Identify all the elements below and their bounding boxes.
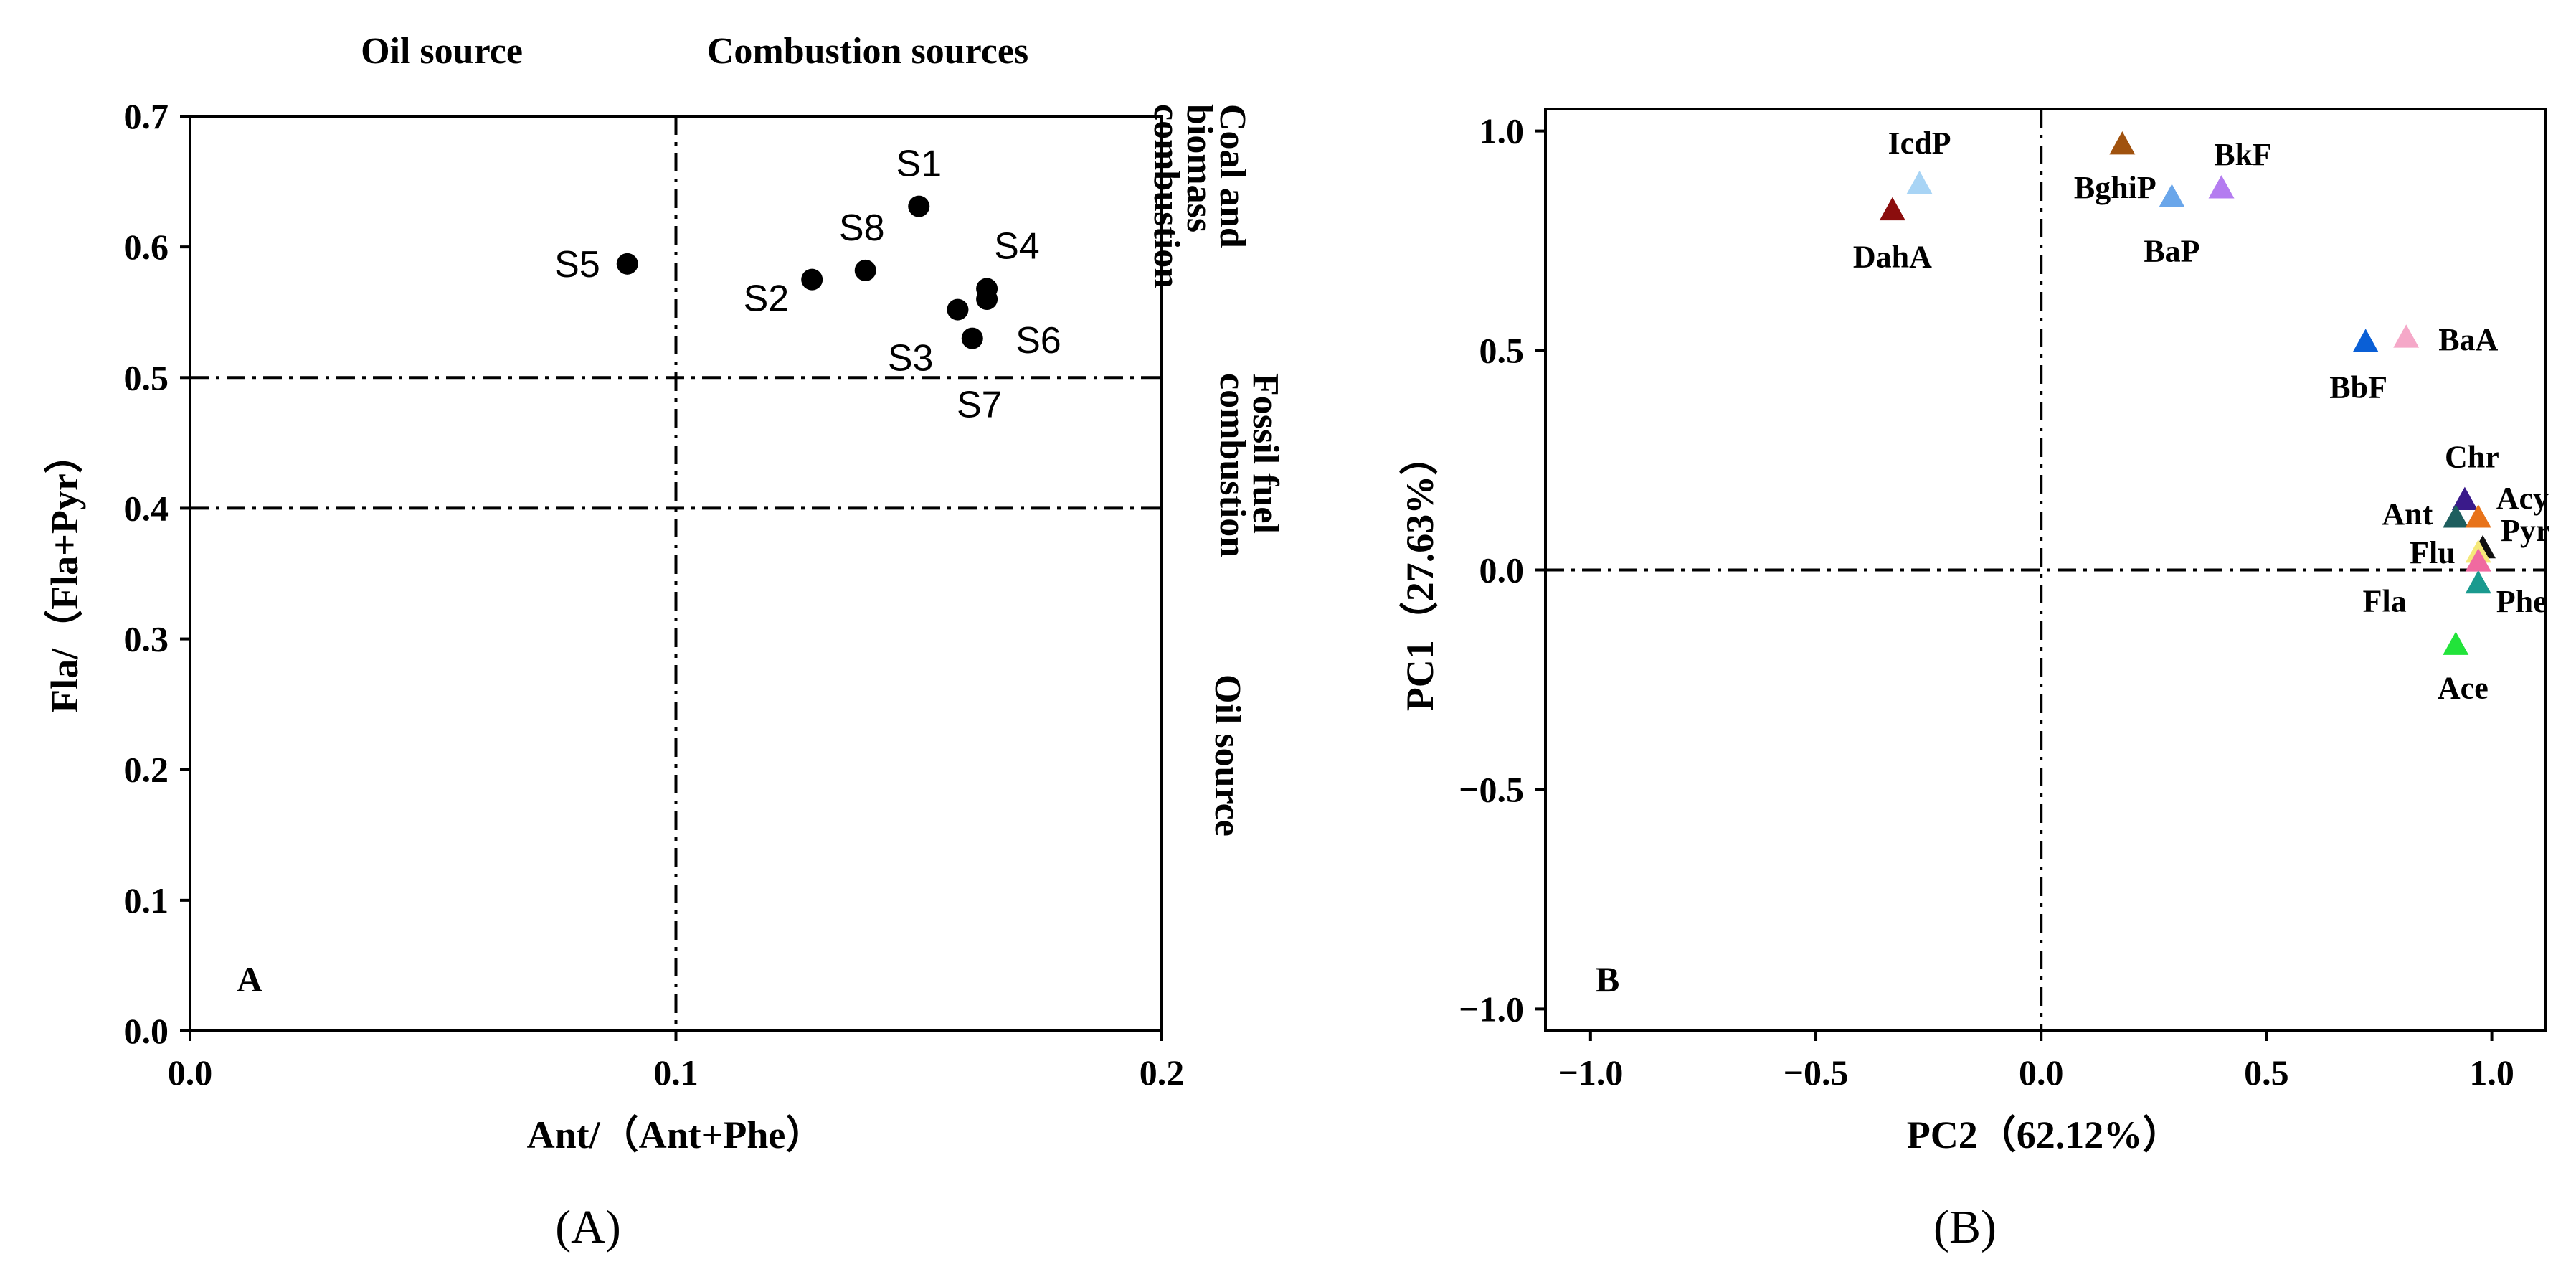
panel-b-point-label: BaA [2438, 322, 2498, 357]
panel-b-x-axis-label: PC2（62.12%） [1907, 1113, 2181, 1156]
panel-b-y-tick-label: 0.0 [1479, 550, 1525, 590]
panel-b-point-icdp [1906, 171, 1933, 194]
panel-b-y-tick-label: 1.0 [1479, 111, 1525, 151]
panel-a-point-s5 [616, 253, 638, 275]
panel-b-y-tick-label: −0.5 [1459, 769, 1524, 809]
panel-b-point-label: BkF [2214, 137, 2272, 172]
panel-b-point-label: BghiP [2074, 170, 2156, 205]
caption-b: (B) [1933, 1201, 1997, 1253]
panel-b-point-label: Phe [2496, 584, 2547, 619]
panel-b-point-baa [2393, 324, 2420, 348]
panel-b-point-label: Acy [2496, 481, 2549, 516]
panel-b-x-tick-label: 0.0 [2019, 1052, 2064, 1093]
panel-b-y-tick-label: 0.5 [1479, 331, 1525, 371]
panel-b-point-phe [2465, 570, 2491, 594]
panel-b-point-label: Ant [2382, 496, 2433, 532]
panel-a-y-tick-label: 0.4 [124, 488, 169, 528]
panel-b-y-axis-label: PC1（27.63%） [1398, 437, 1441, 711]
right-label-fossil-fuel: Fossil fuel combustion [1212, 373, 1286, 557]
panel-a-x-axis-label: Ant/（Ant+Phe） [527, 1113, 825, 1156]
panel-b-point-label: Fla [2363, 583, 2407, 618]
panel-a-y-tick-label: 0.7 [124, 96, 169, 136]
panel-a-points: S1 S2 S3 S4 S5 S6 S7 S8 [554, 143, 1061, 426]
panel-b-point-bap [2159, 184, 2185, 207]
panel-b-chart: −1.0 −0.5 0.0 0.5 1.0 −1.0 −0.5 0.0 0.5 1.0 IcdP D… [1398, 108, 2550, 1156]
panel-b-reference-lines [1545, 109, 2546, 1031]
panel-b-point-label: Pyr [2501, 513, 2549, 548]
panel-a-point-label: S1 [896, 143, 942, 185]
panel-b-point-chr [2451, 486, 2478, 510]
panel-b-label: B [1596, 959, 1619, 999]
panel-a-x-tick-label: 0.1 [653, 1052, 699, 1093]
panel-b-point-label: BbF [2329, 369, 2387, 405]
panel-a-reference-lines [190, 116, 1162, 1031]
panel-b-x-tick-label: 1.0 [2469, 1052, 2514, 1093]
panel-b-point-daha [1879, 197, 1905, 221]
panel-b-x-tick-label: −0.5 [1784, 1052, 1849, 1093]
panel-b-ticks: −1.0 −0.5 0.0 0.5 1.0 −1.0 −0.5 0.0 0.5 1.0 [1459, 111, 2514, 1093]
panel-b-point-acy [2465, 504, 2491, 528]
panel-a-point-label: S7 [957, 385, 1003, 426]
panel-b-x-tick-label: −1.0 [1558, 1052, 1623, 1093]
panel-b-point-bbf [2352, 329, 2379, 352]
panel-a-chart: 0.0 0.1 0.2 0.0 0.1 0.2 0.3 0.4 0.5 0.6 0.7 S1 S2 S3… [43, 31, 1286, 1156]
top-label-oil-source: Oil source [361, 31, 523, 72]
panel-b-point-ace [2443, 631, 2469, 655]
panel-a-point-s2 [801, 268, 823, 291]
panel-a-point-s6 [976, 288, 998, 310]
panel-a-y-tick-label: 0.2 [124, 750, 169, 790]
panel-a-y-tick-label: 0.1 [124, 880, 169, 920]
panel-b-point-label: Flu [2410, 535, 2456, 570]
panel-a-x-tick-label: 0.2 [1140, 1052, 1185, 1093]
right-label-oil-source: Oil source [1207, 674, 1248, 837]
panel-b-x-tick-label: 0.5 [2244, 1052, 2289, 1093]
caption-a: (A) [555, 1201, 621, 1253]
right-label-coal-biomass: Coal and biomass combustion [1146, 104, 1253, 288]
panel-a-point-label: S8 [839, 207, 885, 249]
panel-a-point-label: S4 [994, 225, 1040, 267]
panel-a-y-tick-label: 0.3 [124, 619, 169, 659]
panel-b-point-bkf [2208, 175, 2235, 199]
panel-a-point-s7 [961, 327, 983, 349]
panel-b-y-tick-label: −1.0 [1459, 989, 1524, 1029]
panel-b-point-label: Ace [2438, 671, 2489, 706]
panel-a-point-label: S5 [554, 244, 600, 286]
panel-a-y-tick-label: 0.0 [124, 1011, 169, 1051]
panel-a-label: A [237, 959, 262, 999]
panel-b-point-ant [2443, 504, 2469, 528]
panel-a-y-axis-label: Fla/（Fla+Pyr） [43, 435, 86, 713]
panel-a-y-tick-label: 0.6 [124, 227, 169, 267]
panel-b-point-label: IcdP [1888, 126, 1951, 161]
panel-a-point-s8 [854, 259, 876, 281]
panel-a-point-label: S2 [744, 278, 790, 320]
top-label-combustion-sources: Combustion sources [707, 31, 1028, 72]
panel-a-point-s1 [908, 195, 930, 217]
panel-a-x-tick-label: 0.0 [168, 1052, 213, 1093]
panel-b-point-label: Chr [2445, 440, 2499, 475]
panel-a-ticks: 0.0 0.1 0.2 0.0 0.1 0.2 0.3 0.4 0.5 0.6 0.7 [124, 96, 1185, 1093]
panel-a-y-tick-label: 0.5 [124, 357, 169, 397]
panel-a-point-label: S3 [888, 338, 934, 380]
panel-b-point-bghip [2109, 131, 2136, 155]
panel-b-point-label: DahA [1853, 240, 1932, 275]
panel-a-point-label: S6 [1015, 320, 1061, 362]
panel-b-point-fla [2465, 548, 2491, 572]
panel-b-point-label: BaP [2144, 233, 2199, 268]
panel-a-point-s3 [947, 298, 969, 321]
